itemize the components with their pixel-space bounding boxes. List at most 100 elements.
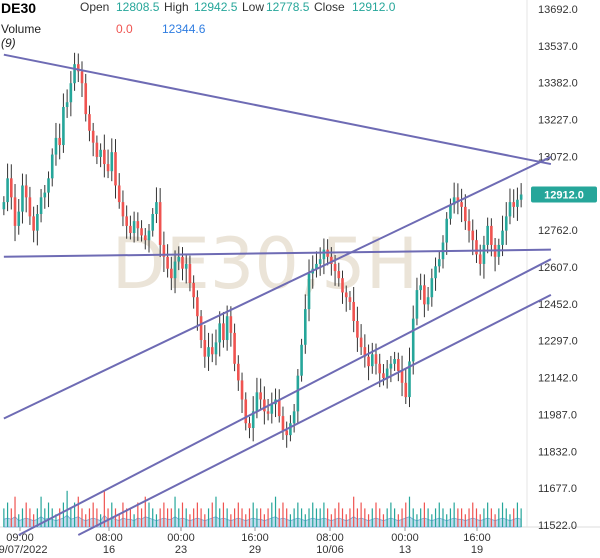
candle-body <box>482 244 486 264</box>
y-tick-label: 12762.0 <box>538 225 578 237</box>
high-value: 12942.5 <box>194 0 238 14</box>
candle-body <box>39 197 43 214</box>
candle-body <box>132 221 136 234</box>
x-tick-label-date: 10/06 <box>316 544 344 556</box>
candle-body <box>464 206 467 222</box>
candle-body <box>322 249 326 260</box>
candle-body <box>363 347 367 357</box>
low-label: Low <box>242 0 265 14</box>
x-tick-label-time: 08:00 <box>95 532 123 544</box>
trendline <box>3 53 552 166</box>
x-tick-label-time: 09:00 <box>6 532 34 544</box>
volume-label: Volume <box>1 22 42 36</box>
volume-value-a: 0.0 <box>116 22 133 36</box>
candle-body <box>389 363 393 369</box>
candle-body <box>91 130 95 143</box>
x-tick-label-time: 16:00 <box>241 532 269 544</box>
candle-body <box>490 225 493 245</box>
candle-body <box>348 297 352 302</box>
candle-body <box>370 354 374 367</box>
candle-body <box>519 194 523 200</box>
candle-body <box>214 342 218 355</box>
candle-body <box>382 373 385 379</box>
candle-body <box>289 423 292 436</box>
candle-body <box>237 363 240 381</box>
candle-body <box>307 273 311 310</box>
candle-body <box>318 259 322 264</box>
candle-body <box>136 221 140 229</box>
candle-body <box>114 152 117 186</box>
candle-body <box>244 399 248 424</box>
candle-body <box>393 359 396 364</box>
x-tick-label-date: 09/07/2022 <box>0 544 48 556</box>
candle-body <box>478 254 482 264</box>
candle-body <box>129 225 132 234</box>
y-tick-label: 11522.0 <box>538 520 577 532</box>
candle-body <box>266 411 270 414</box>
candle-body <box>196 297 199 317</box>
candle-body <box>62 107 65 146</box>
current-price-badge <box>531 186 597 203</box>
x-tick-label-date: 19 <box>471 544 483 556</box>
candle-body <box>344 292 348 298</box>
candle-body <box>285 430 288 436</box>
candle-body <box>419 285 422 291</box>
high-label: High <box>164 0 189 14</box>
candle-body <box>400 370 404 383</box>
candle-body <box>84 83 88 115</box>
candle-body <box>184 263 188 269</box>
candle-body <box>54 137 58 155</box>
candle-body <box>404 382 408 398</box>
y-tick-label: 12607.0 <box>538 262 578 274</box>
y-tick-label: 11987.0 <box>538 409 577 421</box>
x-tick-label-time: 00:00 <box>391 532 419 544</box>
candle-body <box>28 197 32 217</box>
candle-body <box>140 228 143 236</box>
candle-body <box>292 411 296 424</box>
candle-body <box>32 216 35 231</box>
candle-body <box>248 423 251 428</box>
candle-body <box>24 185 28 198</box>
candle-body <box>17 211 21 226</box>
candle-body <box>504 216 508 231</box>
candle-body <box>516 199 519 207</box>
candle-body <box>69 83 73 103</box>
candle-body <box>471 230 475 241</box>
candle-body <box>512 202 515 207</box>
candle-body <box>117 185 121 203</box>
candle-body <box>270 404 274 414</box>
candle-body <box>99 149 102 157</box>
candle-body <box>21 185 24 212</box>
y-tick-label: 12297.0 <box>538 336 578 348</box>
x-tick-label-date: 29 <box>249 544 261 556</box>
y-tick-label: 13692.0 <box>538 4 578 16</box>
candle-body <box>76 64 80 72</box>
y-tick-label: 12142.0 <box>538 373 578 385</box>
candle-body <box>2 202 6 210</box>
trendline <box>77 293 552 536</box>
candle-body <box>456 197 460 203</box>
candle-body <box>65 102 69 107</box>
candle-body <box>259 392 262 400</box>
candle-body <box>155 202 158 214</box>
candle-body <box>233 332 236 364</box>
candle-body <box>341 278 344 293</box>
candle-body <box>199 316 203 341</box>
candle-body <box>188 263 192 283</box>
candle-body <box>452 197 456 205</box>
candle-body <box>352 301 355 321</box>
candle-body <box>73 64 76 84</box>
candle-body <box>449 204 452 219</box>
candle-body <box>303 309 307 345</box>
candle-body <box>277 399 281 417</box>
candle-body <box>162 244 166 257</box>
candle-body <box>315 263 318 269</box>
open-value: 12808.5 <box>116 0 160 14</box>
candle-body <box>143 235 147 241</box>
candle-body <box>43 192 47 198</box>
volume-indicator-label: Volume (9) <box>1 22 41 50</box>
candle-body <box>423 285 426 305</box>
candle-body <box>300 344 303 376</box>
